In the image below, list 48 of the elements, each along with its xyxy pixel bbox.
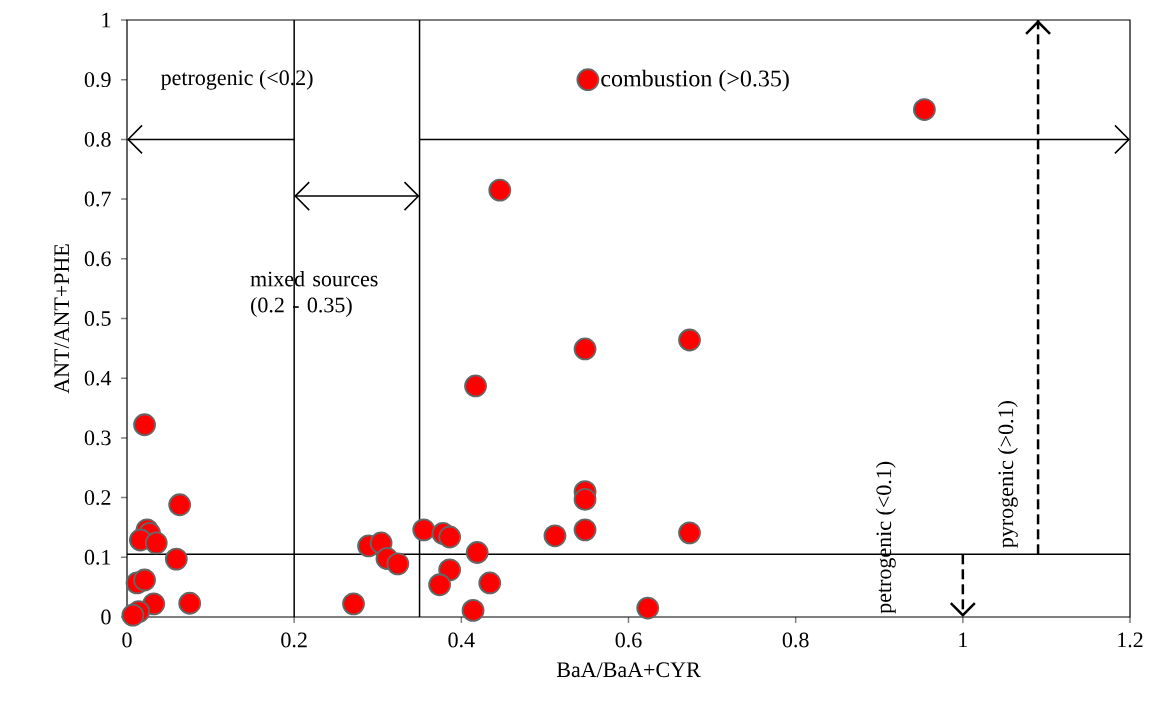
point <box>428 573 451 597</box>
y-tick-label: 0.7 <box>84 191 111 207</box>
point <box>461 599 485 622</box>
point <box>678 521 701 545</box>
y-tick-label: 0.3 <box>84 430 111 446</box>
point <box>168 493 192 517</box>
x-tick-label: 0.2 <box>281 632 307 648</box>
y-tick-label: 1 <box>102 12 111 28</box>
y-tick-label: 0.5 <box>84 311 111 326</box>
annotation: pyrogenic (>0.1) <box>997 401 1018 548</box>
point <box>412 518 436 542</box>
point <box>133 413 156 437</box>
point <box>342 592 365 616</box>
x-tick-label: 0 <box>122 632 132 648</box>
point <box>488 178 512 202</box>
y-tick-label: 0.6 <box>84 251 111 267</box>
x-tick-label: 0.6 <box>615 632 642 648</box>
point <box>543 524 567 548</box>
point <box>438 525 462 549</box>
point <box>573 518 597 542</box>
y-tick-label: 0.2 <box>84 490 111 506</box>
point <box>178 591 202 615</box>
x-tick-label: 0.4 <box>448 632 475 648</box>
x-tick-label: 1 <box>959 632 968 648</box>
point <box>636 596 660 620</box>
point <box>133 568 156 592</box>
point <box>573 487 597 511</box>
y-axis-title: ANT/ANT+PHE <box>54 244 70 394</box>
x-tick-label: 1.2 <box>1118 632 1143 648</box>
y-tick-label: 0 <box>101 609 111 625</box>
point <box>144 531 168 555</box>
legend-label: combustion (>0.35) <box>601 69 789 92</box>
y-tick-label: 0.8 <box>84 131 111 147</box>
x-axis-title: BaA/BaA+CYR <box>556 662 701 678</box>
point <box>465 541 489 564</box>
y-tick-label: 0.1 <box>84 549 111 565</box>
point <box>912 98 936 121</box>
y-tick-label: 0.9 <box>84 72 111 88</box>
x-tick-label: 0.8 <box>782 632 809 648</box>
point <box>121 603 145 627</box>
point <box>464 374 487 398</box>
y-tick-label: 0.4 <box>84 370 112 386</box>
annotation: petrogenic (<0.1) <box>875 461 896 614</box>
point <box>678 328 701 352</box>
point <box>386 552 410 576</box>
point <box>478 571 502 595</box>
point <box>164 547 188 571</box>
point <box>573 337 597 361</box>
